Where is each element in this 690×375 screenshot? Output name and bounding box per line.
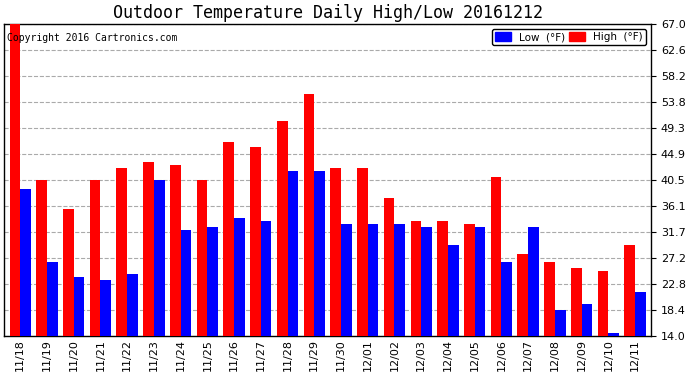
Bar [528, 227, 539, 375]
Bar [314, 171, 325, 375]
Bar [571, 268, 582, 375]
Bar [127, 274, 138, 375]
Bar [304, 94, 314, 375]
Bar [234, 218, 245, 375]
Bar [341, 224, 352, 375]
Legend: Low  (°F), High  (°F): Low (°F), High (°F) [492, 29, 646, 45]
Bar [635, 292, 646, 375]
Bar [502, 262, 512, 375]
Bar [250, 147, 261, 375]
Bar [261, 221, 271, 375]
Bar [518, 254, 528, 375]
Bar [464, 224, 475, 375]
Bar [475, 227, 485, 375]
Bar [74, 277, 84, 375]
Bar [47, 262, 58, 375]
Bar [277, 121, 288, 375]
Bar [181, 230, 191, 375]
Bar [582, 304, 592, 375]
Bar [154, 180, 165, 375]
Bar [117, 168, 127, 375]
Bar [90, 180, 101, 375]
Bar [144, 162, 154, 375]
Bar [395, 224, 405, 375]
Bar [448, 245, 459, 375]
Bar [368, 224, 378, 375]
Bar [555, 309, 566, 375]
Bar [63, 209, 74, 375]
Bar [197, 180, 207, 375]
Bar [224, 142, 234, 375]
Bar [411, 221, 421, 375]
Bar [609, 333, 619, 375]
Bar [437, 221, 448, 375]
Text: Copyright 2016 Cartronics.com: Copyright 2016 Cartronics.com [8, 33, 178, 43]
Bar [624, 245, 635, 375]
Bar [544, 262, 555, 375]
Bar [170, 165, 181, 375]
Bar [20, 189, 31, 375]
Bar [288, 171, 298, 375]
Bar [421, 227, 432, 375]
Bar [101, 280, 111, 375]
Bar [357, 168, 368, 375]
Bar [491, 177, 502, 375]
Bar [384, 198, 395, 375]
Bar [207, 227, 218, 375]
Bar [598, 271, 609, 375]
Title: Outdoor Temperature Daily High/Low 20161212: Outdoor Temperature Daily High/Low 20161… [112, 4, 542, 22]
Bar [37, 180, 47, 375]
Bar [10, 24, 20, 375]
Bar [331, 168, 341, 375]
